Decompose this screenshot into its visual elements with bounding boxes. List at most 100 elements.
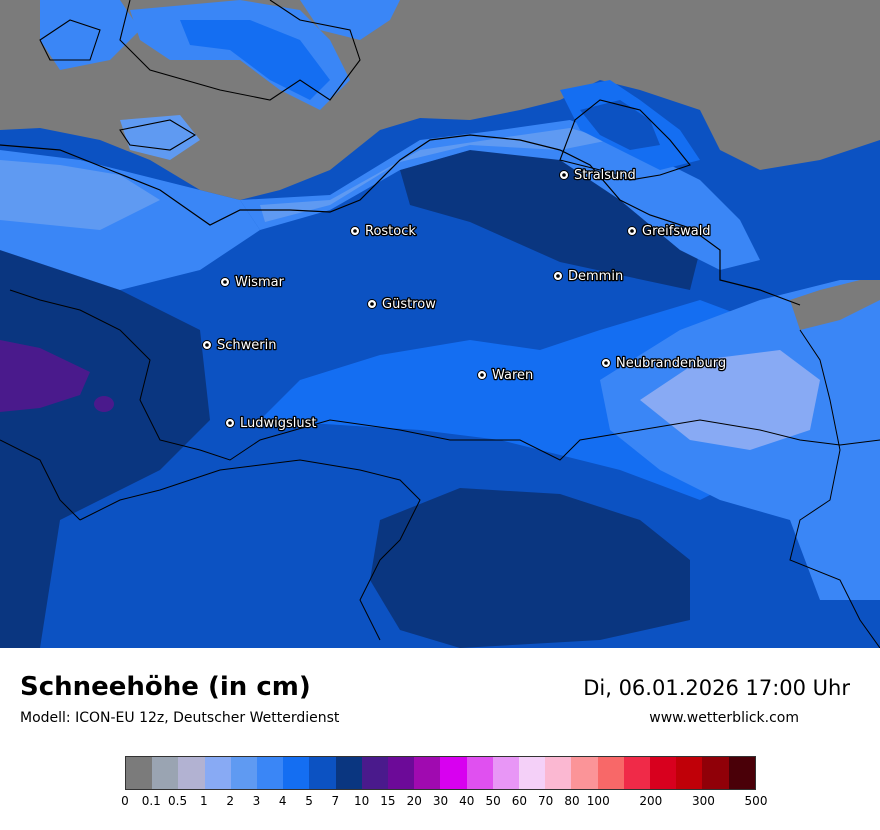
snow-depth-map: Stralsund Rostock Greifswald Wismar Demmin Gü…: [0, 0, 880, 648]
island-snow-2-core: [180, 20, 330, 100]
legend-swatch: [388, 757, 415, 789]
legend-swatch: [597, 757, 624, 789]
city-rostock: Rostock: [350, 223, 418, 240]
city-label: Neubrandenburg: [616, 356, 726, 371]
legend-swatch: [309, 757, 336, 789]
legend-swatch: [204, 757, 231, 789]
legend-tick-label: 60: [511, 794, 528, 808]
city-schwerin: Schwerin: [202, 337, 278, 354]
snow-field-1-2-east: [640, 350, 820, 450]
city-marker-dot: [630, 229, 634, 233]
legend-tick-label: 100: [586, 794, 610, 808]
website-link[interactable]: www.wetterblick.com: [649, 710, 799, 726]
legend-tick-label: 500: [744, 794, 768, 808]
legend-tick-label: 50: [485, 794, 501, 808]
city-label: Schwerin: [217, 338, 276, 353]
city-label: Ludwigslust: [240, 416, 317, 431]
city-label: Rostock: [365, 224, 416, 239]
legend-tick-label: 70: [538, 794, 554, 808]
legend-swatch: [676, 757, 703, 789]
city-label: Wismar: [235, 275, 285, 290]
legend-swatch: [466, 757, 493, 789]
legend-swatch: [361, 757, 389, 789]
legend-tick-label: 4: [278, 794, 287, 808]
no-snow-sea-east: [790, 280, 880, 330]
snow-field-7-10-north: [400, 150, 700, 290]
legend-swatch: [623, 757, 651, 789]
legend-swatch: [571, 757, 598, 789]
snow-field-2-3-west: [0, 160, 160, 230]
snow-field-7-10-west: [0, 250, 210, 648]
legend-tick-label: 0.1: [141, 794, 161, 808]
legend-swatch: [545, 757, 572, 789]
snow-field-10-15-spot: [94, 396, 114, 412]
legend-swatch: [152, 757, 179, 789]
state-border-south: [79, 459, 421, 641]
map-title: Schneehöhe (in cm): [20, 672, 311, 702]
poland-border: [789, 329, 880, 648]
legend-swatch: [519, 757, 546, 789]
legend-swatch: [414, 757, 441, 789]
legend-tick-label: 40: [459, 794, 475, 808]
city-güstrow: Güstrow: [367, 296, 437, 313]
city-stralsund: Stralsund: [559, 167, 637, 184]
snow-field-3-4-coast: [240, 120, 760, 270]
legend-tick-label: 0.5: [168, 794, 188, 808]
legend-tick-label: 20: [406, 794, 422, 808]
city-marker-dot: [223, 280, 227, 284]
city-label: Güstrow: [382, 297, 436, 312]
color-legend: 0 0.1 0.5 1 2 3 4 5 7 10 15 20 30 40 50 60 70 80 100 200 300…: [121, 756, 767, 808]
legend-swatch: [126, 757, 153, 789]
forecast-datetime: Di, 06.01.2026 17:00 Uhr: [583, 676, 850, 700]
legend-swatch: [230, 757, 258, 789]
legend-tick-label: 2: [226, 794, 234, 808]
city-markers: Stralsund Rostock Greifswald Wismar Demmin Gü…: [202, 167, 727, 432]
city-label: Demmin: [568, 269, 623, 284]
island-snow-3: [300, 0, 400, 40]
city-label: Stralsund: [574, 168, 636, 183]
snow-field-7-10-south: [370, 488, 690, 648]
fehmarn-coastline: [119, 119, 197, 151]
city-marker-dot: [353, 229, 357, 233]
city-label: Waren: [492, 368, 533, 383]
legend-tick-label: 1: [200, 794, 208, 808]
legend-tick-label: 30: [432, 794, 449, 808]
city-demmin: Demmin: [553, 268, 624, 285]
island-ruegen-core: [580, 100, 660, 150]
ruegen-coastline: [559, 99, 691, 181]
snow-field-10-15: [0, 340, 90, 412]
legend-swatch: [257, 757, 284, 789]
legend-tick-label: 300: [691, 794, 715, 808]
city-wismar: Wismar: [220, 274, 286, 291]
city-marker-dot: [205, 343, 209, 347]
legend-swatch: [492, 757, 520, 789]
legend-tick-label: 3: [252, 794, 261, 808]
legend-tick-label: 5: [305, 794, 313, 808]
model-source: Modell: ICON-EU 12z, Deutscher Wetterdie…: [20, 710, 340, 726]
danish-coastline-1: [119, 0, 361, 101]
city-marker-dot: [556, 274, 560, 278]
legend-ticks: 0 0.1 0.5 1 2 3 4 5 7 10 15 20 30 40 50 60 70 80 100 200 300…: [121, 794, 767, 810]
city-label: Greifswald: [642, 224, 711, 239]
city-marker-dot: [480, 373, 484, 377]
danish-coastline-2: [39, 19, 101, 61]
legend-tick-label: 200: [639, 794, 663, 808]
legend-swatch: [283, 757, 310, 789]
legend-tick-label: 15: [380, 794, 396, 808]
island-snow-1: [40, 0, 140, 70]
city-marker-dot: [370, 302, 374, 306]
coastline: [0, 134, 801, 306]
legend-swatch: [728, 757, 755, 789]
city-neubrandenburg: Neubrandenburg: [601, 355, 727, 372]
city-greifswald: Greifswald: [627, 223, 712, 240]
state-border-west: [0, 439, 81, 521]
legend-swatch: [702, 757, 729, 789]
legend-color-bar: [125, 756, 756, 790]
footer: Schneehöhe (in cm) Modell: ICON-EU 12z, …: [0, 648, 880, 830]
city-marker-dot: [604, 361, 608, 365]
legend-swatch: [650, 757, 677, 789]
legend-tick-label: 0: [121, 794, 129, 808]
city-ludwigslust: Ludwigslust: [225, 415, 318, 432]
map-canvas: Stralsund Rostock Greifswald Wismar Demmin Gü…: [0, 0, 880, 648]
city-waren: Waren: [477, 367, 535, 384]
